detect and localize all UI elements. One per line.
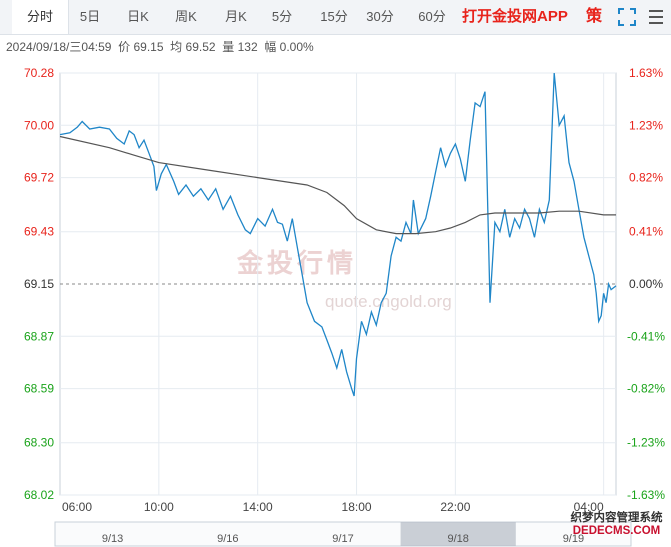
tab-4[interactable]: 周K: [175, 9, 197, 24]
pct-tick-label: 0.41%: [629, 225, 663, 239]
tab-6[interactable]: 5分: [271, 9, 293, 24]
avg-value: 69.52: [185, 40, 216, 54]
pct-tick-label: -0.82%: [627, 382, 665, 396]
y-tick-label: 69.72: [24, 171, 54, 185]
navigator-date: 9/16: [217, 533, 238, 545]
pct-tick-label: -1.23%: [627, 436, 665, 450]
strategy-button[interactable]: 策: [586, 8, 603, 25]
tab-5[interactable]: 月K: [225, 9, 247, 24]
tab-9[interactable]: 60分: [418, 9, 446, 24]
quote-info-bar: 2024/09/18/三04:59 价 69.15 均 69.52 量 132 …: [6, 38, 314, 55]
x-tick-label: 22:00: [440, 500, 470, 514]
period-tab-bar: 分时 5日 日K 周K 月K 5分 15分 30分 60分: [0, 0, 671, 35]
corner-watermark-line2: DEDECMS.COM: [572, 524, 661, 537]
navigator-date: 9/19: [563, 533, 584, 545]
pct-tick-label: 1.63%: [629, 66, 663, 80]
intraday-chart[interactable]: 70.28 1.63% 70.00 1.23% 69.72 0.82% 69.43 0.41%…: [0, 58, 671, 547]
tab-7[interactable]: 15分: [320, 9, 348, 24]
price-value: 69.15: [133, 40, 164, 54]
pct-tick-label: -0.41%: [627, 329, 665, 343]
y-tick-label: 68.87: [24, 329, 54, 343]
x-tick-label: 10:00: [144, 500, 174, 514]
x-tick-label: 14:00: [243, 500, 273, 514]
navigator-date: 9/13: [102, 533, 123, 545]
menu-icon[interactable]: [648, 9, 664, 25]
price-line: [59, 72, 617, 397]
y-tick-label: 70.28: [24, 66, 54, 80]
tab-1[interactable]: 分时: [12, 0, 69, 34]
navigator-frame: [54, 521, 632, 547]
tab-3[interactable]: 日K: [127, 9, 149, 24]
corner-watermark-line1: 织梦内容管理系统: [570, 512, 663, 524]
x-tick-label: 04:00: [574, 500, 604, 514]
y-tick-label: 70.00: [24, 118, 54, 132]
x-tick-label: 06:00: [62, 500, 92, 514]
price-label: 价: [118, 40, 131, 54]
tab-2[interactable]: 5日: [79, 9, 101, 24]
avg-label: 均: [170, 40, 183, 54]
pct-tick-label: 0.00%: [629, 277, 663, 291]
volume-value: 132: [237, 40, 258, 54]
change-value: 0.00%: [279, 40, 314, 54]
navigator-date: 9/17: [332, 533, 353, 545]
y-tick-label: 68.59: [24, 382, 54, 396]
change-label: 幅: [264, 40, 277, 54]
corner-watermark: 织梦内容管理系统 DEDECMS.COM: [562, 512, 671, 537]
fullscreen-icon[interactable]: [618, 8, 636, 26]
watermark-text: 金投行情: [237, 248, 358, 278]
y-tick-label: 68.30: [24, 436, 54, 450]
x-tick-label: 18:00: [342, 500, 372, 514]
y-tick-label: 69.43: [24, 225, 54, 239]
y-tick-label: 68.02: [24, 488, 54, 502]
quote-datetime: 2024/09/18/三04:59: [6, 40, 112, 54]
average-line: [59, 135, 616, 235]
y-tick-label: 69.15: [24, 277, 54, 291]
tab-8[interactable]: 30分: [366, 9, 394, 24]
pct-tick-label: -1.63%: [627, 488, 665, 502]
navigator-date: 9/18: [447, 533, 468, 545]
open-app-link[interactable]: 打开金投网APP: [462, 8, 568, 25]
pct-tick-label: 1.23%: [629, 118, 663, 132]
navigator-window: [400, 522, 516, 546]
pct-tick-label: 0.82%: [629, 171, 663, 185]
volume-label: 量: [222, 40, 235, 54]
